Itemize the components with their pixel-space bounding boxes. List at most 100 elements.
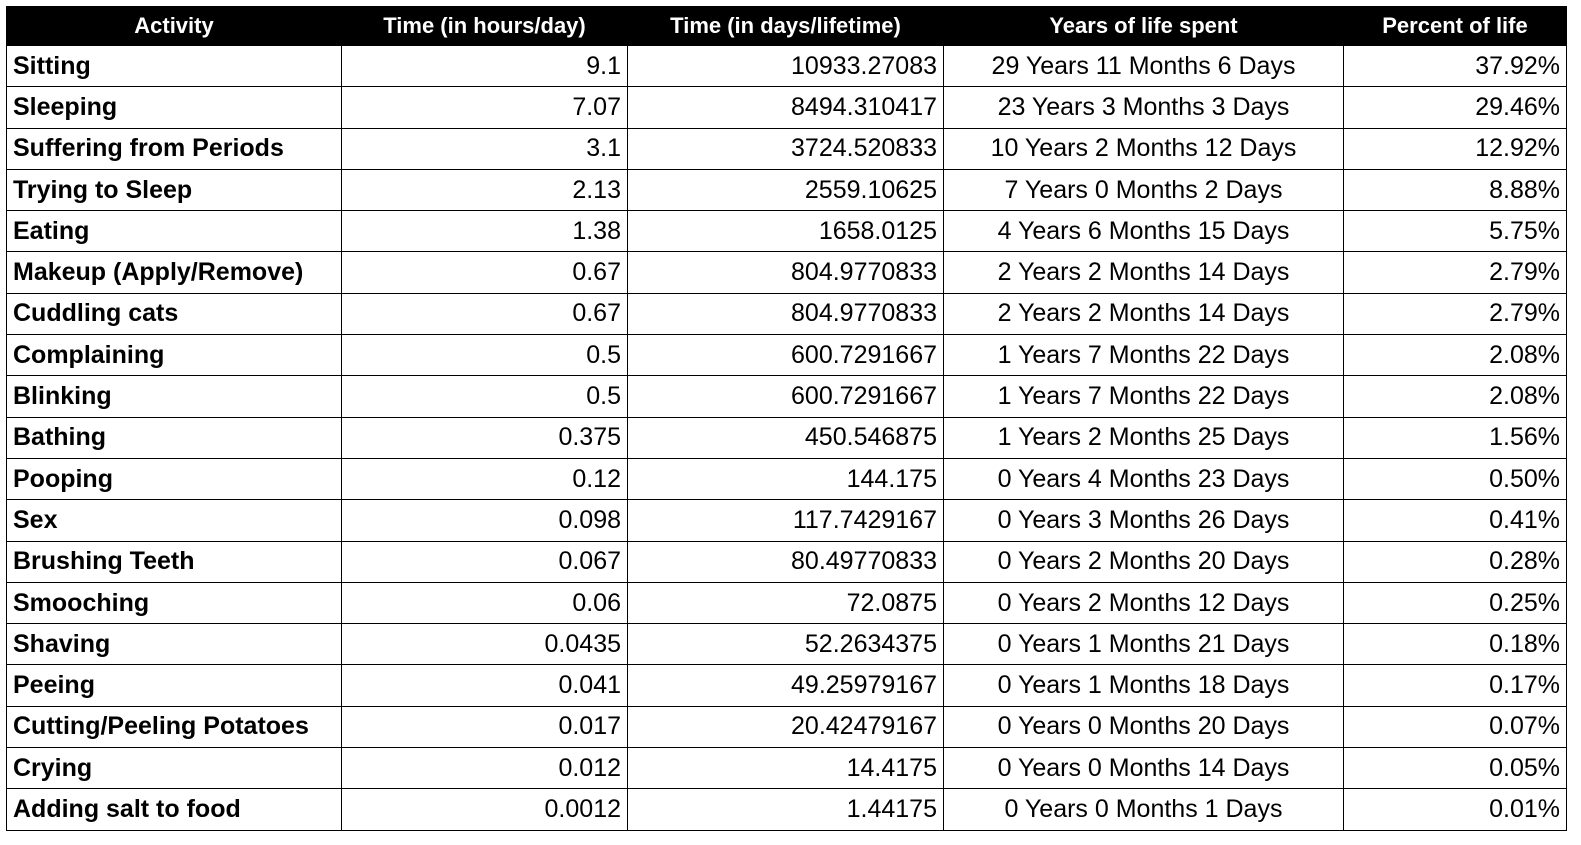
cell-hours-per-day[interactable]: 7.07 bbox=[341, 86, 628, 129]
cell-days-per-lifetime[interactable]: 1.44175 bbox=[627, 788, 944, 831]
cell-activity[interactable]: Makeup (Apply/Remove) bbox=[6, 251, 342, 294]
cell-days-per-lifetime[interactable]: 49.25979167 bbox=[627, 664, 944, 707]
cell-years-of-life[interactable]: 2 Years 2 Months 14 Days bbox=[943, 251, 1344, 294]
cell-hours-per-day[interactable]: 0.067 bbox=[341, 540, 628, 583]
cell-years-of-life[interactable]: 29 Years 11 Months 6 Days bbox=[943, 44, 1344, 88]
cell-years-of-life[interactable]: 0 Years 3 Months 26 Days bbox=[943, 499, 1344, 542]
cell-hours-per-day[interactable]: 0.67 bbox=[341, 292, 628, 336]
cell-days-per-lifetime[interactable]: 72.0875 bbox=[627, 581, 944, 625]
cell-hours-per-day[interactable]: 0.017 bbox=[341, 705, 628, 749]
cell-activity[interactable]: Peeing bbox=[6, 664, 342, 707]
cell-activity[interactable]: Suffering from Periods bbox=[6, 127, 342, 170]
cell-activity[interactable]: Shaving bbox=[6, 623, 342, 666]
cell-days-per-lifetime[interactable]: 804.9770833 bbox=[627, 292, 944, 336]
cell-days-per-lifetime[interactable]: 8494.310417 bbox=[627, 86, 944, 129]
cell-activity[interactable]: Complaining bbox=[6, 334, 342, 377]
cell-years-of-life[interactable]: 0 Years 0 Months 1 Days bbox=[943, 788, 1344, 831]
cell-percent-of-life[interactable]: 0.41% bbox=[1343, 499, 1567, 542]
header-years-of-life[interactable]: Years of life spent bbox=[943, 6, 1344, 46]
header-hours-per-day[interactable]: Time (in hours/day) bbox=[341, 6, 628, 46]
cell-days-per-lifetime[interactable]: 80.49770833 bbox=[627, 540, 944, 583]
cell-percent-of-life[interactable]: 2.08% bbox=[1343, 334, 1567, 377]
cell-percent-of-life[interactable]: 8.88% bbox=[1343, 168, 1567, 212]
cell-hours-per-day[interactable]: 0.098 bbox=[341, 499, 628, 542]
cell-percent-of-life[interactable]: 12.92% bbox=[1343, 127, 1567, 170]
cell-percent-of-life[interactable]: 0.25% bbox=[1343, 581, 1567, 625]
cell-activity[interactable]: Trying to Sleep bbox=[6, 168, 342, 212]
cell-percent-of-life[interactable]: 0.07% bbox=[1343, 705, 1567, 749]
cell-percent-of-life[interactable]: 0.01% bbox=[1343, 788, 1567, 831]
cell-percent-of-life[interactable]: 37.92% bbox=[1343, 44, 1567, 88]
cell-activity[interactable]: Brushing Teeth bbox=[6, 540, 342, 583]
cell-percent-of-life[interactable]: 0.50% bbox=[1343, 457, 1567, 501]
cell-years-of-life[interactable]: 0 Years 0 Months 20 Days bbox=[943, 705, 1344, 749]
cell-percent-of-life[interactable]: 5.75% bbox=[1343, 210, 1567, 253]
cell-activity[interactable]: Sex bbox=[6, 499, 342, 542]
cell-hours-per-day[interactable]: 0.5 bbox=[341, 375, 628, 418]
cell-days-per-lifetime[interactable]: 144.175 bbox=[627, 457, 944, 501]
cell-percent-of-life[interactable]: 0.17% bbox=[1343, 664, 1567, 707]
cell-hours-per-day[interactable]: 0.06 bbox=[341, 581, 628, 625]
cell-years-of-life[interactable]: 0 Years 2 Months 20 Days bbox=[943, 540, 1344, 583]
cell-activity[interactable]: Smooching bbox=[6, 581, 342, 625]
cell-days-per-lifetime[interactable]: 1658.0125 bbox=[627, 210, 944, 253]
cell-days-per-lifetime[interactable]: 804.9770833 bbox=[627, 251, 944, 294]
cell-years-of-life[interactable]: 7 Years 0 Months 2 Days bbox=[943, 168, 1344, 212]
cell-years-of-life[interactable]: 2 Years 2 Months 14 Days bbox=[943, 292, 1344, 336]
cell-days-per-lifetime[interactable]: 600.7291667 bbox=[627, 334, 944, 377]
cell-activity[interactable]: Blinking bbox=[6, 375, 342, 418]
cell-activity[interactable]: Cutting/Peeling Potatoes bbox=[6, 705, 342, 749]
cell-years-of-life[interactable]: 0 Years 0 Months 14 Days bbox=[943, 747, 1344, 790]
cell-years-of-life[interactable]: 10 Years 2 Months 12 Days bbox=[943, 127, 1344, 170]
cell-activity[interactable]: Eating bbox=[6, 210, 342, 253]
cell-years-of-life[interactable]: 0 Years 1 Months 21 Days bbox=[943, 623, 1344, 666]
cell-percent-of-life[interactable]: 0.05% bbox=[1343, 747, 1567, 790]
cell-hours-per-day[interactable]: 9.1 bbox=[341, 44, 628, 88]
cell-hours-per-day[interactable]: 0.041 bbox=[341, 664, 628, 707]
cell-activity[interactable]: Sitting bbox=[6, 44, 342, 88]
cell-hours-per-day[interactable]: 0.0435 bbox=[341, 623, 628, 666]
header-days-per-lifetime[interactable]: Time (in days/lifetime) bbox=[627, 6, 944, 46]
cell-years-of-life[interactable]: 0 Years 2 Months 12 Days bbox=[943, 581, 1344, 625]
cell-hours-per-day[interactable]: 0.12 bbox=[341, 457, 628, 501]
cell-hours-per-day[interactable]: 0.012 bbox=[341, 747, 628, 790]
cell-years-of-life[interactable]: 1 Years 2 Months 25 Days bbox=[943, 416, 1344, 459]
cell-activity[interactable]: Pooping bbox=[6, 457, 342, 501]
cell-activity[interactable]: Bathing bbox=[6, 416, 342, 459]
cell-years-of-life[interactable]: 4 Years 6 Months 15 Days bbox=[943, 210, 1344, 253]
cell-percent-of-life[interactable]: 0.28% bbox=[1343, 540, 1567, 583]
cell-activity[interactable]: Adding salt to food bbox=[6, 788, 342, 831]
cell-days-per-lifetime[interactable]: 450.546875 bbox=[627, 416, 944, 459]
cell-percent-of-life[interactable]: 2.79% bbox=[1343, 251, 1567, 294]
cell-hours-per-day[interactable]: 0.375 bbox=[341, 416, 628, 459]
cell-years-of-life[interactable]: 23 Years 3 Months 3 Days bbox=[943, 86, 1344, 129]
cell-years-of-life[interactable]: 0 Years 1 Months 18 Days bbox=[943, 664, 1344, 707]
cell-activity[interactable]: Crying bbox=[6, 747, 342, 790]
cell-days-per-lifetime[interactable]: 52.2634375 bbox=[627, 623, 944, 666]
cell-hours-per-day[interactable]: 0.5 bbox=[341, 334, 628, 377]
cell-percent-of-life[interactable]: 1.56% bbox=[1343, 416, 1567, 459]
cell-percent-of-life[interactable]: 2.79% bbox=[1343, 292, 1567, 336]
header-activity[interactable]: Activity bbox=[6, 6, 342, 46]
cell-days-per-lifetime[interactable]: 2559.10625 bbox=[627, 168, 944, 212]
cell-hours-per-day[interactable]: 2.13 bbox=[341, 168, 628, 212]
cell-hours-per-day[interactable]: 1.38 bbox=[341, 210, 628, 253]
cell-days-per-lifetime[interactable]: 14.4175 bbox=[627, 747, 944, 790]
cell-days-per-lifetime[interactable]: 3724.520833 bbox=[627, 127, 944, 170]
cell-hours-per-day[interactable]: 0.0012 bbox=[341, 788, 628, 831]
cell-percent-of-life[interactable]: 2.08% bbox=[1343, 375, 1567, 418]
cell-days-per-lifetime[interactable]: 600.7291667 bbox=[627, 375, 944, 418]
cell-percent-of-life[interactable]: 29.46% bbox=[1343, 86, 1567, 129]
cell-years-of-life[interactable]: 1 Years 7 Months 22 Days bbox=[943, 334, 1344, 377]
cell-days-per-lifetime[interactable]: 20.42479167 bbox=[627, 705, 944, 749]
cell-years-of-life[interactable]: 0 Years 4 Months 23 Days bbox=[943, 457, 1344, 501]
cell-days-per-lifetime[interactable]: 10933.27083 bbox=[627, 44, 944, 88]
cell-years-of-life[interactable]: 1 Years 7 Months 22 Days bbox=[943, 375, 1344, 418]
cell-percent-of-life[interactable]: 0.18% bbox=[1343, 623, 1567, 666]
header-percent-of-life[interactable]: Percent of life bbox=[1343, 6, 1567, 46]
cell-days-per-lifetime[interactable]: 117.7429167 bbox=[627, 499, 944, 542]
cell-activity[interactable]: Cuddling cats bbox=[6, 292, 342, 336]
cell-hours-per-day[interactable]: 0.67 bbox=[341, 251, 628, 294]
cell-activity[interactable]: Sleeping bbox=[6, 86, 342, 129]
cell-hours-per-day[interactable]: 3.1 bbox=[341, 127, 628, 170]
